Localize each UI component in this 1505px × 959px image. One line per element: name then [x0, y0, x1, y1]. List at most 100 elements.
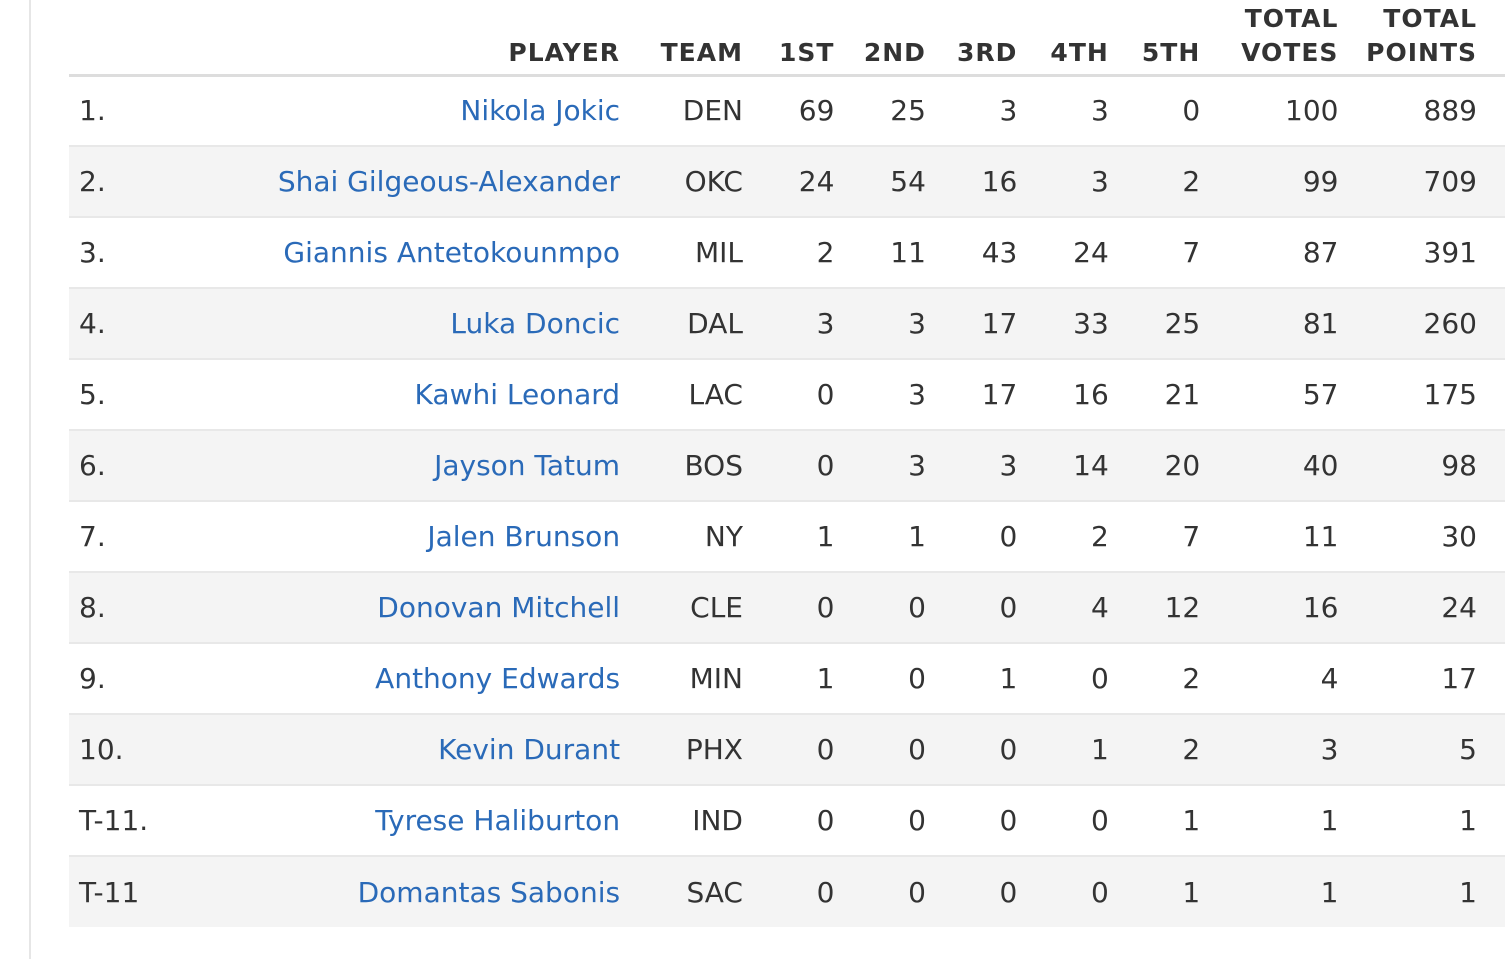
player-cell: Jayson Tatum: [201, 430, 637, 502]
header-total-points-line2: POINTS: [1366, 37, 1477, 67]
header-fifth[interactable]: 5TH: [1122, 0, 1215, 77]
fourth-place-votes: 0: [1031, 643, 1123, 715]
player-cell: Donovan Mitchell: [201, 572, 637, 644]
table-row: T-11. Tyrese Haliburton IND 0 0 0 0 1 1 1: [69, 785, 1505, 857]
header-total-points-line1: TOTAL: [1383, 3, 1477, 33]
header-fourth[interactable]: 4TH: [1031, 0, 1123, 77]
team-cell: IND: [636, 785, 757, 857]
player-cell: Shai Gilgeous-Alexander: [201, 146, 637, 218]
player-cell: Giannis Antetokounmpo: [201, 217, 637, 289]
fourth-place-votes: 24: [1031, 217, 1123, 289]
first-place-votes: 0: [756, 856, 849, 927]
second-place-votes: 3: [848, 430, 940, 502]
second-place-votes: 0: [848, 785, 940, 857]
player-link[interactable]: Tyrese Haliburton: [375, 804, 621, 837]
player-link[interactable]: Anthony Edwards: [375, 662, 621, 695]
player-link[interactable]: Luka Doncic: [450, 307, 621, 340]
total-points-cell: 175: [1352, 359, 1505, 431]
second-place-votes: 0: [848, 856, 940, 927]
player-link[interactable]: Jayson Tatum: [434, 449, 621, 482]
header-total-votes-line2: VOTES: [1241, 37, 1339, 67]
player-link[interactable]: Jalen Brunson: [427, 520, 621, 553]
rank-cell: T-11: [69, 856, 202, 927]
player-link[interactable]: Kawhi Leonard: [414, 378, 621, 411]
table-row: 1. Nikola Jokic DEN 69 25 3 3 0 100 889: [69, 75, 1505, 147]
fifth-place-votes: 1: [1122, 856, 1215, 927]
player-cell: Tyrese Haliburton: [201, 785, 637, 857]
fifth-place-votes: 25: [1122, 288, 1215, 360]
team-cell: LAC: [636, 359, 757, 431]
total-votes-cell: 57: [1214, 359, 1353, 431]
header-player[interactable]: PLAYER: [201, 0, 637, 77]
first-place-votes: 0: [756, 359, 849, 431]
fifth-place-votes: 7: [1122, 501, 1215, 573]
first-place-votes: 0: [756, 430, 849, 502]
total-votes-cell: 1: [1214, 856, 1353, 927]
first-place-votes: 0: [756, 572, 849, 644]
header-total-points[interactable]: TOTAL POINTS: [1352, 0, 1505, 77]
fifth-place-votes: 12: [1122, 572, 1215, 644]
team-cell: NY: [636, 501, 757, 573]
fifth-place-votes: 21: [1122, 359, 1215, 431]
third-place-votes: 17: [939, 288, 1032, 360]
third-place-votes: 3: [939, 75, 1032, 147]
rank-cell: 9.: [69, 643, 202, 715]
player-link[interactable]: Shai Gilgeous-Alexander: [277, 165, 621, 198]
third-place-votes: 0: [939, 856, 1032, 927]
left-divider: [29, 0, 31, 959]
table-header: PLAYER TEAM 1ST 2ND 3RD 4TH 5TH TOTAL VOT…: [69, 0, 1505, 77]
team-cell: MIL: [636, 217, 757, 289]
header-row: PLAYER TEAM 1ST 2ND 3RD 4TH 5TH TOTAL VOT…: [69, 0, 1505, 77]
rank-cell: 8.: [69, 572, 202, 644]
fourth-place-votes: 33: [1031, 288, 1123, 360]
first-place-votes: 1: [756, 643, 849, 715]
player-link[interactable]: Kevin Durant: [438, 733, 621, 766]
table-row: 9. Anthony Edwards MIN 1 0 1 0 2 4 17: [69, 643, 1505, 715]
table-row: 8. Donovan Mitchell CLE 0 0 0 4 12 16 24: [69, 572, 1505, 644]
third-place-votes: 43: [939, 217, 1032, 289]
team-cell: OKC: [636, 146, 757, 218]
header-first[interactable]: 1ST: [756, 0, 849, 77]
team-cell: SAC: [636, 856, 757, 927]
total-points-cell: 17: [1352, 643, 1505, 715]
total-points-cell: 889: [1352, 75, 1505, 147]
total-votes-cell: 16: [1214, 572, 1353, 644]
first-place-votes: 69: [756, 75, 849, 147]
player-link[interactable]: Domantas Sabonis: [357, 875, 621, 909]
first-place-votes: 0: [756, 714, 849, 786]
total-votes-cell: 81: [1214, 288, 1353, 360]
table-row: 7. Jalen Brunson NY 1 1 0 2 7 11 30: [69, 501, 1505, 573]
table-body: 1. Nikola Jokic DEN 69 25 3 3 0 100 889 2. Shai Gil…: [69, 75, 1505, 927]
third-place-votes: 1: [939, 643, 1032, 715]
total-votes-cell: 40: [1214, 430, 1353, 502]
team-cell: BOS: [636, 430, 757, 502]
total-points-cell: 1: [1352, 785, 1505, 857]
player-cell: Kawhi Leonard: [201, 359, 637, 431]
team-cell: CLE: [636, 572, 757, 644]
table-row: 4. Luka Doncic DAL 3 3 17 33 25 81 260: [69, 288, 1505, 360]
second-place-votes: 1: [848, 501, 940, 573]
player-link[interactable]: Nikola Jokic: [460, 94, 621, 128]
player-cell: Anthony Edwards: [201, 643, 637, 715]
rank-cell: 10.: [69, 714, 202, 786]
third-place-votes: 0: [939, 501, 1032, 573]
player-link[interactable]: Giannis Antetokounmpo: [283, 236, 621, 269]
player-link[interactable]: Donovan Mitchell: [377, 591, 621, 624]
header-second[interactable]: 2ND: [848, 0, 940, 77]
total-votes-cell: 11: [1214, 501, 1353, 573]
second-place-votes: 0: [848, 643, 940, 715]
team-cell: PHX: [636, 714, 757, 786]
first-place-votes: 0: [756, 785, 849, 857]
header-third[interactable]: 3RD: [939, 0, 1032, 77]
fourth-place-votes: 0: [1031, 785, 1123, 857]
total-points-cell: 24: [1352, 572, 1505, 644]
third-place-votes: 16: [939, 146, 1032, 218]
second-place-votes: 11: [848, 217, 940, 289]
header-total-votes[interactable]: TOTAL VOTES: [1214, 0, 1353, 77]
team-cell: DAL: [636, 288, 757, 360]
player-cell: Jalen Brunson: [201, 501, 637, 573]
header-team[interactable]: TEAM: [636, 0, 757, 77]
player-cell: Luka Doncic: [201, 288, 637, 360]
rank-cell: 1.: [69, 75, 202, 147]
second-place-votes: 0: [848, 714, 940, 786]
